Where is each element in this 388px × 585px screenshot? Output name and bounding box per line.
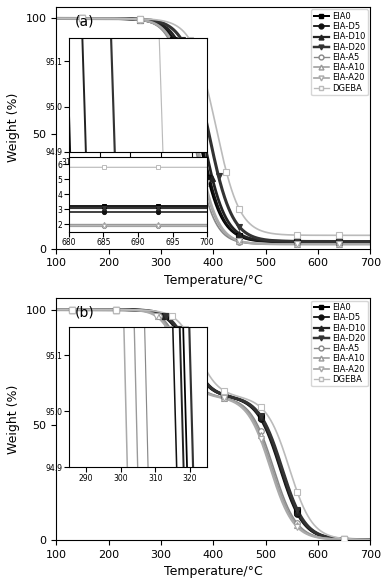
Legend: EIA0, EIA-D5, EIA-D10, EIA-D20, EIA-A5, EIA-A10, EIA-A20, DGEBA: EIA0, EIA-D5, EIA-D10, EIA-D20, EIA-A5, … [311,301,368,386]
X-axis label: Temperature/°C: Temperature/°C [164,565,263,578]
X-axis label: Temperature/°C: Temperature/°C [164,274,263,287]
Y-axis label: Weight (%): Weight (%) [7,93,20,163]
Text: (b): (b) [75,305,95,319]
Y-axis label: Weight (%): Weight (%) [7,384,20,453]
Text: (a): (a) [75,14,95,28]
Legend: EIA0, EIA-D5, EIA-D10, EIA-D20, EIA-A5, EIA-A10, EIA-A20, DGEBA: EIA0, EIA-D5, EIA-D10, EIA-D20, EIA-A5, … [311,9,368,95]
